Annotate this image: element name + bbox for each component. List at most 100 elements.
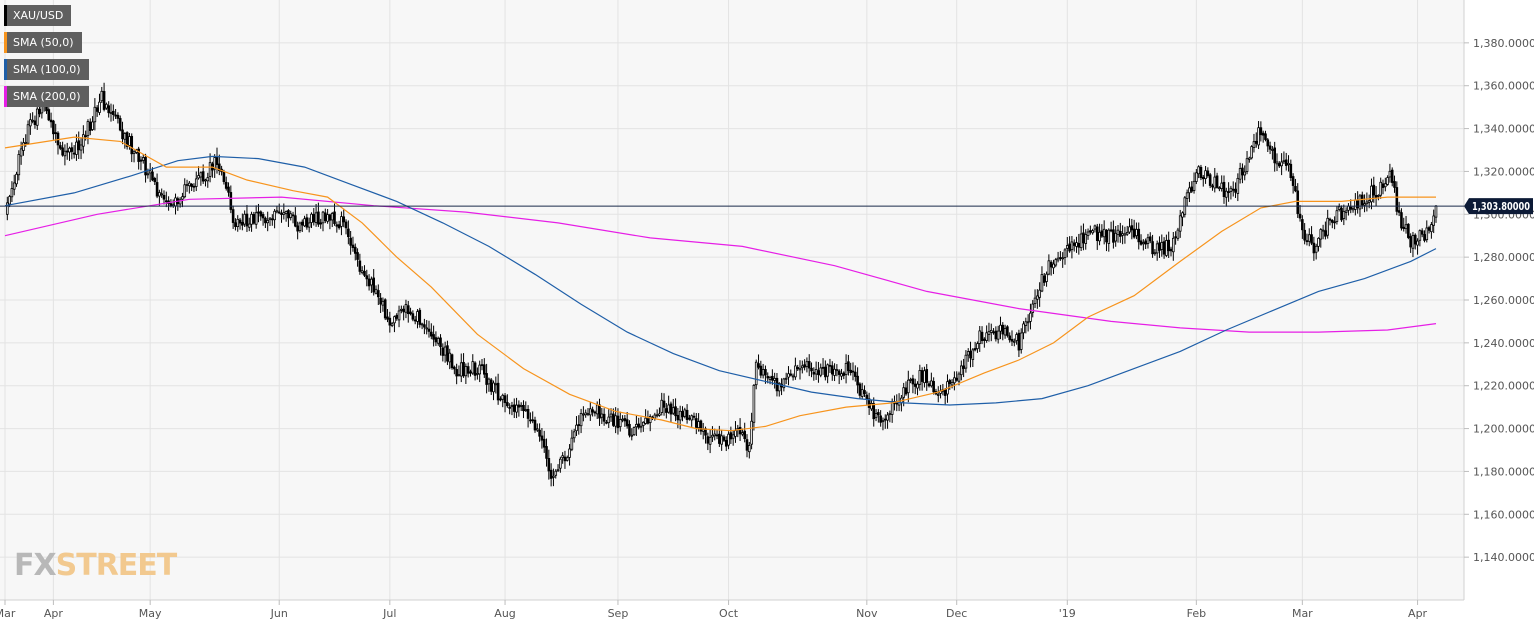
candle-up (791, 375, 795, 378)
legend-item-xauusd[interactable]: XAU/USD (4, 5, 89, 26)
candle-up (826, 364, 829, 377)
candle-down (722, 436, 726, 441)
y-tick-label: 1,180.0000 (1473, 465, 1534, 478)
candle-down (473, 362, 477, 376)
candle-down (1310, 234, 1313, 244)
candle-down (231, 209, 235, 223)
candle-down (84, 135, 87, 138)
x-tick-label: Mar (0, 607, 16, 620)
candle-up (307, 222, 311, 228)
candle-down (234, 222, 237, 227)
candle-down (1273, 147, 1276, 164)
candle-up (683, 409, 687, 417)
candle-up (713, 433, 717, 437)
candle-down (1291, 176, 1295, 186)
candle-down (1296, 190, 1300, 214)
candle-up (1026, 321, 1030, 324)
candle-down (994, 330, 998, 340)
candle-down (1010, 338, 1014, 342)
candle-down (300, 221, 304, 226)
candle-up (1386, 177, 1389, 185)
candle-up (494, 383, 498, 386)
candle-up (731, 434, 735, 439)
candle-down (616, 415, 620, 429)
candle-down (904, 387, 908, 395)
candle-down (1130, 225, 1134, 231)
y-tick-label: 1,340.0000 (1473, 123, 1534, 136)
candle-up (1181, 212, 1184, 218)
legend-item-sma50[interactable]: SMA (50,0) (4, 32, 89, 53)
candle-down (1402, 226, 1406, 229)
candle-up (326, 214, 329, 222)
candle-down (1199, 166, 1203, 179)
legend-item-sma200[interactable]: SMA (200,0) (4, 86, 89, 107)
candle-up (340, 216, 343, 227)
candle-down (743, 430, 746, 440)
candle-down (1407, 223, 1410, 238)
candle-up (416, 311, 419, 322)
candle-up (1243, 171, 1247, 176)
candle-down (294, 215, 297, 227)
candle-up (701, 429, 705, 432)
candle-down (107, 105, 110, 114)
candle-up (213, 157, 216, 170)
candle-up (314, 212, 318, 224)
candle-up (860, 389, 864, 397)
candle-up (1128, 226, 1131, 233)
candle-up (840, 373, 843, 377)
candle-up (750, 420, 753, 445)
candle-up (1123, 233, 1127, 236)
candle-up (1052, 263, 1055, 269)
candle-down (577, 424, 581, 426)
candle-up (1317, 237, 1320, 247)
candle-down (1042, 275, 1046, 283)
candle-up (886, 414, 889, 421)
candle-down (789, 373, 793, 376)
candle-up (1176, 229, 1180, 239)
candle-up (15, 173, 18, 185)
x-tick-label: Apr (1408, 607, 1428, 620)
candle-down (1324, 230, 1327, 237)
candle-down (637, 423, 640, 428)
candle-up (748, 445, 751, 453)
candle-up (1321, 229, 1325, 232)
candle-down (1144, 240, 1147, 245)
candle-down (646, 418, 650, 424)
candle-down (943, 389, 947, 396)
candle-down (252, 214, 256, 224)
candle-down (61, 147, 64, 156)
candle-up (1114, 232, 1117, 242)
candle-up (1367, 200, 1371, 203)
candle-up (1185, 192, 1189, 199)
candle-down (365, 275, 369, 280)
candle-down (224, 181, 228, 189)
candle-up (236, 218, 240, 228)
candle-down (1423, 234, 1426, 241)
candle-up (614, 415, 617, 427)
candle-up (1404, 224, 1408, 230)
candle-up (1178, 215, 1182, 232)
x-tick-label: Nov (856, 607, 878, 620)
legend-item-sma100[interactable]: SMA (100,0) (4, 59, 89, 80)
candle-up (1195, 172, 1198, 182)
candle-up (1033, 297, 1037, 305)
candle-down (450, 354, 454, 369)
candle-up (10, 188, 14, 198)
candle-down (65, 150, 69, 153)
candle-down (849, 369, 852, 373)
candle-up (105, 103, 108, 109)
candle-down (911, 378, 915, 385)
candle-down (796, 367, 799, 370)
candle-down (1132, 228, 1136, 238)
x-tick-label: Sep (608, 607, 629, 620)
candle-down (612, 413, 615, 426)
candle-down (1374, 195, 1378, 198)
candle-down (337, 224, 341, 229)
candle-down (771, 375, 774, 381)
candle-up (35, 108, 39, 126)
candle-down (738, 426, 742, 435)
candle-up (881, 420, 885, 423)
candle-down (1211, 185, 1214, 188)
candle-up (833, 368, 836, 376)
candle-down (1162, 241, 1166, 255)
